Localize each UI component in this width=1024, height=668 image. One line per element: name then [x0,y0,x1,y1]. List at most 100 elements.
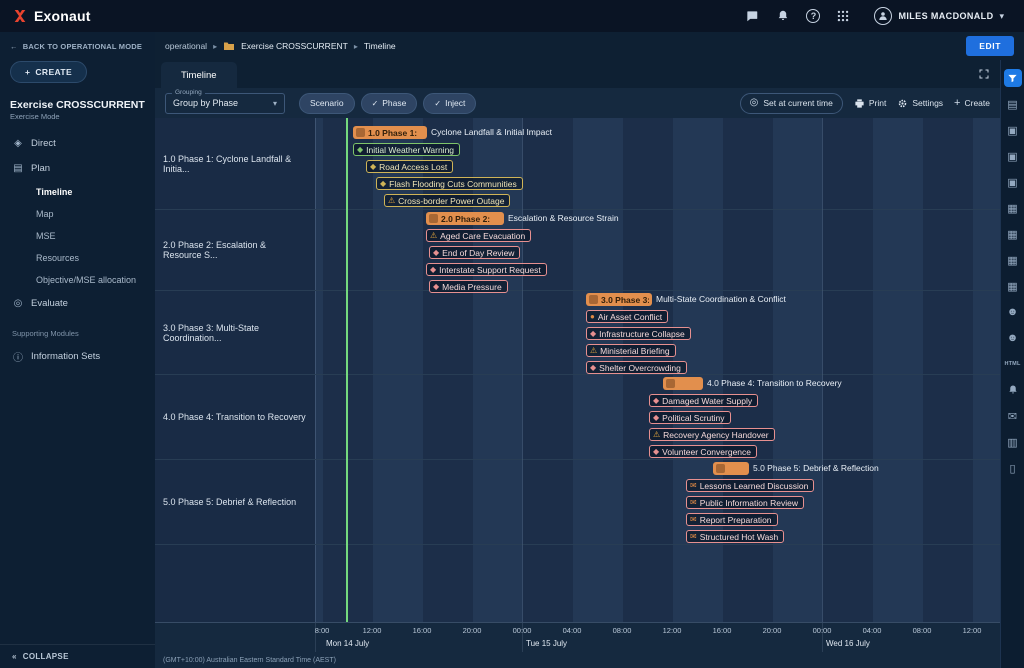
axis-day-label: Tue 15 July [526,639,567,648]
set-current-time-button[interactable]: ◎ Set at current time [740,93,843,114]
rail-archive-icon[interactable]: ▦ [1001,221,1024,247]
inject-chip[interactable]: ⚠Aged Care Evacuation [426,229,531,242]
breadcrumb-operational[interactable]: operational [165,41,207,51]
filter-chip-inject[interactable]: ✓Inject [423,93,476,114]
sidebar-item-map[interactable]: Map [0,203,155,225]
inject-label: Air Asset Conflict [598,312,662,322]
collapse-button[interactable]: « COLLAPSE [0,644,155,668]
filter-chip-scenario[interactable]: Scenario [299,93,355,114]
inject-chip[interactable]: ◆Shelter Overcrowding [586,361,687,374]
sidebar-item-information-sets[interactable]: ⓘInformation Sets [0,342,155,371]
rail-bell-icon[interactable] [1001,377,1024,403]
timeline-row: 4.0 Phase 4: Transition to Recovery 4.0 P… [155,375,1000,460]
chevron-right-icon: ▸ [354,42,358,51]
print-button[interactable]: Print [854,98,886,109]
inject-chip[interactable]: ◆Interstate Support Request [426,263,547,276]
settings-button[interactable]: Settings [897,98,943,109]
inject-chip[interactable]: ◆Road Access Lost [366,160,453,173]
rail-users-icon[interactable]: ☻ [1001,299,1024,325]
diamond-icon: ◆ [590,330,596,338]
sidebar-item-evaluate[interactable]: ◎Evaluate [0,291,155,316]
rail-html-icon[interactable]: HTML [1001,351,1024,377]
rail-archive-icon[interactable]: ▦ [1001,273,1024,299]
chevron-down-icon: ▾ [999,11,1004,22]
phase-row-label: 1.0 Phase 1: Cyclone Landfall & Initia..… [155,118,315,209]
create-button[interactable]: + CREATE [10,61,87,83]
rail-archive-icon[interactable]: ▦ [1001,247,1024,273]
phase-bar[interactable]: 4.0 Phase 4: Transition to Recovery [663,377,703,390]
sidebar-item-plan[interactable]: ▤Plan [0,156,155,181]
inject-chip[interactable]: ●Air Asset Conflict [586,310,668,323]
inject-chip[interactable]: ✉Report Preparation [686,513,778,526]
phase-bar[interactable]: 5.0 Phase 5: Debrief & Reflection [713,462,749,475]
sidebar-item-objective-mse-allocation[interactable]: Objective/MSE allocation [0,269,155,291]
inject-chip[interactable]: ◆Damaged Water Supply [649,394,758,407]
inject-chip[interactable]: ⚠Cross-border Power Outage [384,194,510,207]
inject-chip[interactable]: ✉Lessons Learned Discussion [686,479,814,492]
inject-chip[interactable]: ◆Flash Flooding Cuts Communities [376,177,523,190]
rail-filter-icon[interactable] [1001,65,1024,91]
phase-bar[interactable]: 1.0 Phase 1:Cyclone Landfall & Initial I… [353,126,427,139]
app-logo: Exonaut [12,8,91,24]
help-icon[interactable]: ? [806,9,820,23]
inject-chip[interactable]: ◆Political Scrutiny [649,411,731,424]
phase-row-label: 3.0 Phase 3: Multi-State Coordination... [155,291,315,374]
breadcrumb-exercise[interactable]: Exercise CROSSCURRENT [241,41,348,51]
axis-tick-label: 20:00 [763,626,782,635]
rail-card-icon[interactable]: ▣ [1001,143,1024,169]
inject-chip[interactable]: ⚠Ministerial Briefing [586,344,676,357]
inject-chip[interactable]: ◆Initial Weather Warning [353,143,460,156]
sidebar-item-mse[interactable]: MSE [0,225,155,247]
inject-chip[interactable]: ◆Volunteer Convergence [649,445,757,458]
rail-mail-icon[interactable]: ✉ [1001,403,1024,429]
inject-chip[interactable]: ◆End of Day Review [429,246,520,259]
rail-file-icon[interactable]: ▤ [1001,91,1024,117]
rail-book-icon[interactable]: ▯ [1001,455,1024,481]
fullscreen-icon[interactable] [978,68,990,80]
sidebar-item-timeline[interactable]: Timeline [0,181,155,203]
phase-bar-icon [429,214,438,223]
edit-button[interactable]: EDIT [966,36,1014,56]
exercise-name: Exercise CROSSCURRENT [0,93,155,112]
phase-track: 3.0 Phase 3:Multi-State Coordination & C… [315,291,1000,374]
tab-timeline[interactable]: Timeline [161,62,237,88]
user-menu[interactable]: MILES MACDONALD ▾ [866,4,1012,28]
inject-chip[interactable]: ⚠Recovery Agency Handover [649,428,775,441]
topbar-actions: ? MILES MACDONALD ▾ [744,4,1012,28]
filter-chip-phase[interactable]: ✓Phase [361,93,418,114]
rail-card-icon[interactable]: ▣ [1001,117,1024,143]
warning-icon: ⚠ [388,197,395,205]
inject-chip[interactable]: ◆Infrastructure Collapse [586,327,691,340]
rail-users-icon[interactable]: ☻ [1001,325,1024,351]
current-time-line [346,118,348,622]
chevron-down-icon: ▾ [273,99,277,108]
sidebar-item-direct[interactable]: ◈Direct [0,131,155,156]
user-name: MILES MACDONALD [898,11,993,21]
rail-chart-icon[interactable]: ▥ [1001,429,1024,455]
phase-bar[interactable]: 3.0 Phase 3:Multi-State Coordination & C… [586,293,652,306]
html-icon: HTML [1004,361,1020,367]
inject-chip[interactable]: ✉Structured Hot Wash [686,530,784,543]
diamond-icon: ◆ [380,180,386,188]
notifications-bell-icon[interactable] [775,8,791,24]
rail-card-icon[interactable]: ▣ [1001,169,1024,195]
create-inject-button[interactable]: + Create [954,98,990,109]
inject-label: Report Preparation [700,515,772,525]
grouping-select[interactable]: Grouping Group by Phase ▾ [165,93,285,114]
menu-section-label: Supporting Modules [0,316,155,342]
phase-track: 5.0 Phase 5: Debrief & Reflection ✉Lesson… [315,460,1000,544]
apps-grid-icon[interactable] [835,8,851,24]
phase-row-label: 4.0 Phase 4: Transition to Recovery [155,375,315,459]
back-to-operational-link[interactable]: ← BACK TO OPERATIONAL MODE [0,32,155,59]
phase-bar-name: Multi-State Coordination & Conflict [656,293,786,306]
sidebar-item-resources[interactable]: Resources [0,247,155,269]
chat-icon[interactable] [744,8,760,24]
timeline-filler-row [155,545,1000,622]
phase-bar[interactable]: 2.0 Phase 2:Escalation & Resource Strain [426,212,504,225]
inject-chip[interactable]: ◆Media Pressure [429,280,508,293]
printer-icon [854,98,865,109]
sidebar: ← BACK TO OPERATIONAL MODE + CREATE Exer… [0,32,155,668]
rail-archive-icon[interactable]: ▦ [1001,195,1024,221]
clock-icon: ● [590,313,595,321]
inject-chip[interactable]: ✉Public Information Review [686,496,804,509]
